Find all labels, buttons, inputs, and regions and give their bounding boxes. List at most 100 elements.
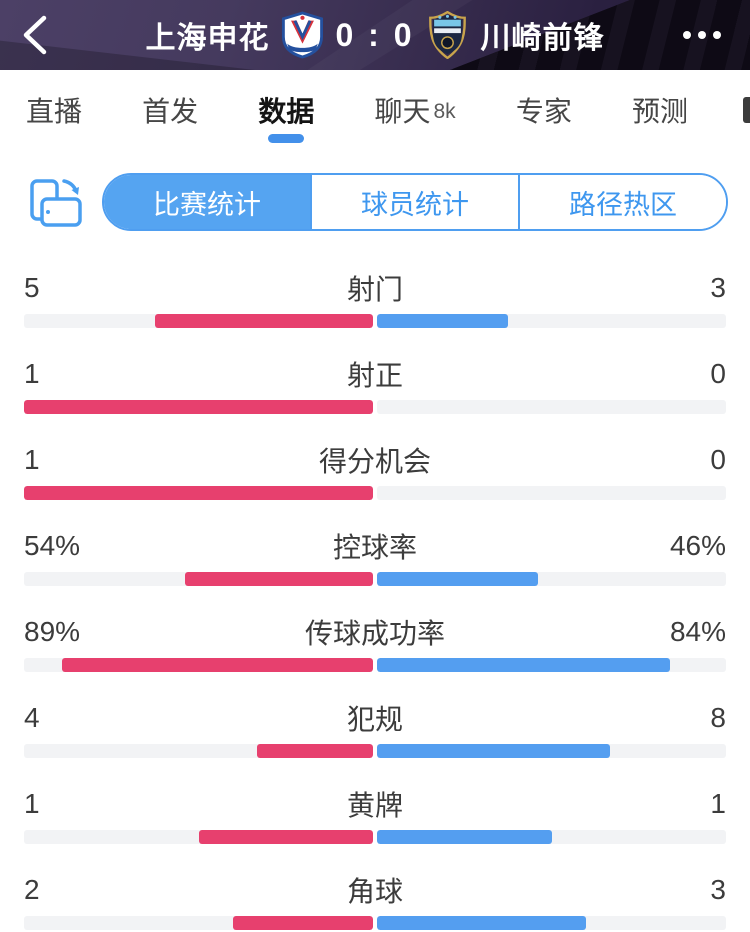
stat-values: 1 黄牌 1	[24, 788, 726, 821]
stat-row-shots-on-target: 1 射正 0	[24, 358, 726, 414]
back-button[interactable]	[0, 0, 70, 70]
tab-lineup[interactable]: 首发	[142, 70, 198, 150]
away-bar-track	[377, 400, 726, 414]
away-team-badge	[429, 11, 466, 59]
segment-player-stats[interactable]: 球员统计	[310, 175, 518, 229]
away-value: 1	[710, 788, 726, 819]
away-bar-track	[377, 314, 726, 328]
stat-row-yellow-cards: 1 黄牌 1	[24, 788, 726, 844]
home-bar	[154, 314, 373, 328]
home-value: 1	[24, 788, 40, 819]
stat-values: 54% 控球率 46%	[24, 530, 726, 563]
ellipsis-dot	[713, 31, 721, 39]
home-bar	[24, 486, 373, 500]
ellipsis-dot	[683, 31, 691, 39]
away-bar-track	[377, 830, 726, 844]
home-bar	[233, 916, 373, 930]
chat-count-badge: 8k	[433, 100, 456, 123]
stat-label: 黄牌	[346, 790, 404, 821]
stats-toolbar: 比赛统计 球员统计 路径热区	[0, 172, 750, 232]
home-bar-track	[24, 486, 373, 500]
more-options-button[interactable]	[672, 0, 732, 70]
ellipsis-dot	[698, 31, 706, 39]
stat-bar	[24, 658, 726, 672]
rotate-screen-button[interactable]	[22, 172, 90, 232]
tab-label: 首发	[142, 96, 199, 127]
home-bar-track	[24, 916, 373, 930]
stat-values: 2 角球 3	[24, 874, 726, 907]
away-bar	[377, 744, 610, 758]
segment-heatmap[interactable]: 路径热区	[518, 175, 726, 229]
stat-label: 射正	[346, 360, 404, 391]
home-bar	[24, 400, 373, 414]
away-bar	[377, 658, 671, 672]
tab-label: 专家	[515, 96, 572, 127]
stat-bar	[24, 572, 726, 586]
home-bar-track	[24, 314, 373, 328]
active-tab-underline	[268, 134, 305, 143]
stat-values: 89% 传球成功率 84%	[24, 616, 726, 649]
segment-match-stats[interactable]: 比赛统计	[104, 175, 310, 229]
home-value: 1	[24, 358, 40, 389]
home-value: 89%	[24, 616, 81, 647]
stat-label: 犯规	[346, 704, 404, 735]
away-bar-track	[377, 658, 726, 672]
home-team-badge	[281, 11, 324, 59]
stat-label: 控球率	[332, 532, 418, 563]
home-bar-track	[24, 572, 373, 586]
match-stats-list: 5 射门 3 1 射正 0 1 得分机会 0	[0, 272, 750, 930]
tab-experts[interactable]: 专家	[516, 70, 572, 150]
tab-predict[interactable]: 预测	[632, 70, 688, 150]
stat-row-big-chances: 1 得分机会 0	[24, 444, 726, 500]
next-tab-partial[interactable]	[743, 97, 750, 123]
tab-label: 数据	[258, 96, 315, 127]
stat-bar	[24, 486, 726, 500]
away-bar-track	[377, 572, 726, 586]
stat-row-fouls: 4 犯规 8	[24, 702, 726, 758]
stat-row-shots: 5 射门 3	[24, 272, 726, 328]
stat-bar	[24, 400, 726, 414]
stat-label: 传球成功率	[304, 618, 446, 649]
tab-live[interactable]: 直播	[26, 70, 82, 150]
stat-bar	[24, 314, 726, 328]
home-bar-track	[24, 830, 373, 844]
match-title: 上海申花 0 : 0 川崎前锋	[145, 0, 604, 70]
stat-bar	[24, 830, 726, 844]
away-bar-track	[377, 744, 726, 758]
home-bar	[62, 658, 373, 672]
away-bar	[377, 572, 538, 586]
match-score: 0 : 0	[335, 16, 415, 53]
away-value: 3	[710, 874, 726, 905]
stat-label: 射门	[346, 274, 404, 305]
stat-row-corners: 2 角球 3	[24, 874, 726, 930]
home-bar	[256, 744, 373, 758]
back-chevron-icon	[23, 15, 47, 55]
stat-values: 1 射正 0	[24, 358, 726, 391]
tab-data[interactable]: 数据	[258, 70, 314, 150]
home-value: 2	[24, 874, 40, 905]
stat-values: 4 犯规 8	[24, 702, 726, 735]
stat-values: 5 射门 3	[24, 272, 726, 305]
home-team-name: 上海申花	[145, 22, 270, 55]
home-bar-track	[24, 658, 373, 672]
tab-chat[interactable]: 聊天 8k	[374, 70, 455, 150]
rotate-screen-icon	[30, 179, 82, 227]
away-value: 84%	[669, 616, 726, 647]
home-value: 4	[24, 702, 40, 733]
segment-label: 路径热区	[569, 189, 677, 220]
stat-row-possession: 54% 控球率 46%	[24, 530, 726, 586]
away-value: 0	[710, 358, 726, 389]
home-bar-track	[24, 400, 373, 414]
away-bar-track	[377, 486, 726, 500]
segmented-control: 比赛统计 球员统计 路径热区	[102, 173, 728, 231]
away-value: 8	[710, 702, 726, 733]
home-bar	[184, 572, 373, 586]
home-bar	[198, 830, 373, 844]
home-value: 1	[24, 444, 40, 475]
away-value: 0	[710, 444, 726, 475]
segment-label: 球员统计	[361, 189, 469, 220]
away-team-name: 川崎前锋	[480, 22, 605, 55]
tab-label: 聊天	[374, 96, 431, 127]
home-value: 54%	[24, 530, 81, 561]
segment-label: 比赛统计	[153, 189, 261, 220]
